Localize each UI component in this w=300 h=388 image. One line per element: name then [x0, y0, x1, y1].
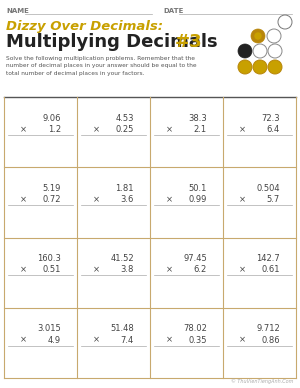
- Circle shape: [267, 29, 281, 43]
- Text: ×: ×: [93, 195, 100, 204]
- Text: ×: ×: [20, 265, 27, 274]
- Text: 9.712: 9.712: [256, 324, 280, 333]
- Circle shape: [253, 44, 267, 58]
- Text: 97.45: 97.45: [183, 254, 207, 263]
- Text: ×: ×: [166, 336, 173, 345]
- Circle shape: [251, 29, 265, 43]
- Text: 0.25: 0.25: [116, 125, 134, 134]
- Text: 3.6: 3.6: [121, 195, 134, 204]
- Text: 6.2: 6.2: [194, 265, 207, 274]
- Circle shape: [278, 15, 292, 29]
- Circle shape: [253, 60, 267, 74]
- Text: ×: ×: [166, 265, 173, 274]
- Text: 50.1: 50.1: [189, 184, 207, 193]
- Text: 0.72: 0.72: [42, 195, 61, 204]
- Text: #3: #3: [175, 33, 202, 51]
- Text: 142.7: 142.7: [256, 254, 280, 263]
- Text: 160.3: 160.3: [37, 254, 61, 263]
- Text: 78.02: 78.02: [183, 324, 207, 333]
- Text: ×: ×: [239, 336, 246, 345]
- Circle shape: [268, 44, 282, 58]
- Text: number of decimal places in your answer should be equal to the: number of decimal places in your answer …: [6, 64, 196, 69]
- Text: 0.86: 0.86: [261, 336, 280, 345]
- Text: Multiplying Decimals: Multiplying Decimals: [6, 33, 224, 51]
- Circle shape: [254, 32, 262, 40]
- Circle shape: [238, 60, 252, 74]
- Text: 72.3: 72.3: [261, 114, 280, 123]
- Text: © ThuVienTiengAnh.Com: © ThuVienTiengAnh.Com: [231, 378, 293, 384]
- Text: 41.52: 41.52: [110, 254, 134, 263]
- Text: 5.19: 5.19: [43, 184, 61, 193]
- Text: NAME: NAME: [6, 8, 29, 14]
- Text: ×: ×: [166, 125, 173, 134]
- Text: ×: ×: [93, 125, 100, 134]
- Text: ×: ×: [166, 195, 173, 204]
- Text: ×: ×: [20, 336, 27, 345]
- Text: ×: ×: [239, 265, 246, 274]
- Text: 4.53: 4.53: [116, 114, 134, 123]
- Text: 0.51: 0.51: [43, 265, 61, 274]
- Text: 7.4: 7.4: [121, 336, 134, 345]
- Text: total number of decimal places in your factors.: total number of decimal places in your f…: [6, 71, 145, 76]
- Text: 51.48: 51.48: [110, 324, 134, 333]
- Text: 5.7: 5.7: [267, 195, 280, 204]
- Text: ×: ×: [20, 195, 27, 204]
- Text: 1.81: 1.81: [116, 184, 134, 193]
- Text: Solve the following multiplication problems. Remember that the: Solve the following multiplication probl…: [6, 56, 195, 61]
- Text: 0.99: 0.99: [189, 195, 207, 204]
- Text: 38.3: 38.3: [188, 114, 207, 123]
- Text: 3.8: 3.8: [121, 265, 134, 274]
- Text: 1.2: 1.2: [48, 125, 61, 134]
- Text: 9.06: 9.06: [42, 114, 61, 123]
- Text: 4.9: 4.9: [48, 336, 61, 345]
- Text: 0.35: 0.35: [188, 336, 207, 345]
- Circle shape: [268, 60, 282, 74]
- Text: ×: ×: [93, 265, 100, 274]
- Text: 3.015: 3.015: [37, 324, 61, 333]
- Circle shape: [238, 44, 252, 58]
- Text: 6.4: 6.4: [267, 125, 280, 134]
- Text: 0.61: 0.61: [261, 265, 280, 274]
- Text: ×: ×: [20, 125, 27, 134]
- Text: ×: ×: [239, 195, 246, 204]
- Text: Dizzy Over Decimals:: Dizzy Over Decimals:: [6, 20, 163, 33]
- Text: 2.1: 2.1: [194, 125, 207, 134]
- Text: DATE: DATE: [163, 8, 183, 14]
- Text: ×: ×: [93, 336, 100, 345]
- Text: ×: ×: [239, 125, 246, 134]
- Text: 0.504: 0.504: [256, 184, 280, 193]
